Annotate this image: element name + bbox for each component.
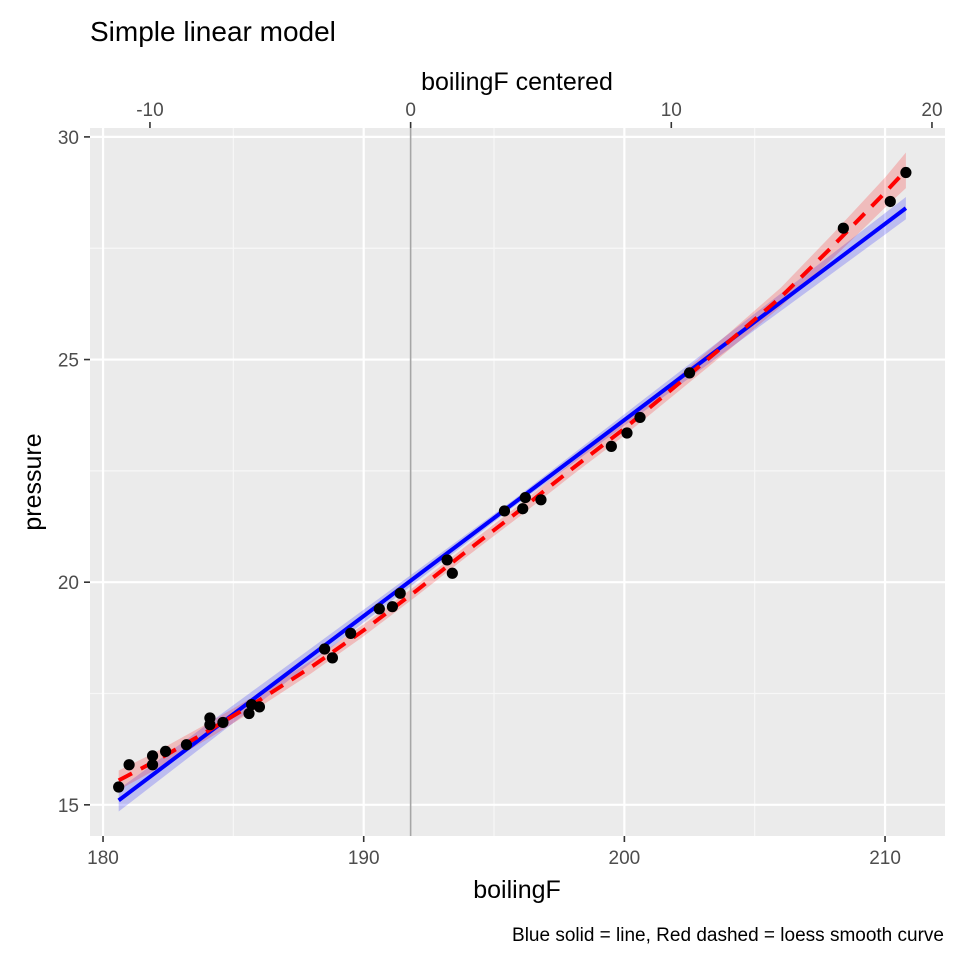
x-tick-label: 210: [869, 848, 901, 869]
data-point: [204, 719, 216, 731]
data-point: [683, 367, 696, 379]
data-point: [123, 759, 135, 771]
data-point: [217, 716, 229, 729]
secondary-x-tick-label: 10: [661, 100, 682, 121]
x-tick-label: 200: [609, 848, 641, 869]
secondary-x-axis: -10 0 10 20: [136, 100, 943, 128]
x-axis: 180 190 200 210: [87, 836, 901, 869]
data-point: [113, 781, 125, 793]
y-axis: 15 20 25 30: [58, 128, 90, 817]
data-point: [326, 652, 339, 664]
data-point: [386, 601, 398, 613]
secondary-x-tick-label: 20: [921, 100, 942, 121]
data-point: [605, 440, 617, 452]
data-point: [837, 222, 849, 234]
data-point: [373, 603, 385, 615]
data-point: [621, 427, 633, 439]
x-tick-label: 180: [87, 848, 119, 869]
x-tick-label: 190: [348, 848, 380, 869]
x-axis-title: boilingF: [473, 876, 561, 904]
data-point: [345, 627, 357, 639]
data-point: [146, 750, 159, 762]
secondary-x-axis-title: boilingF centered: [421, 68, 613, 96]
y-tick-label: 20: [58, 573, 79, 594]
data-point: [441, 554, 453, 566]
y-axis-title: pressure: [19, 433, 47, 530]
data-point: [519, 491, 531, 504]
data-point: [535, 494, 547, 506]
data-point: [394, 587, 406, 599]
data-point: [634, 411, 646, 424]
data-point: [159, 745, 172, 757]
data-point: [253, 701, 266, 713]
data-point: [446, 567, 458, 579]
chart-caption: Blue solid = line, Red dashed = loess sm…: [512, 925, 944, 946]
y-tick-label: 30: [58, 128, 79, 149]
data-points: [113, 166, 912, 793]
chart-title: Simple linear model: [90, 16, 336, 47]
data-point: [243, 707, 255, 720]
y-tick-label: 25: [58, 351, 79, 372]
data-point: [180, 739, 193, 751]
data-point: [498, 505, 511, 517]
data-point: [517, 503, 529, 515]
data-point: [900, 166, 912, 179]
gridlines: [90, 128, 945, 836]
secondary-x-tick-label: -10: [136, 100, 163, 121]
data-point: [146, 759, 159, 771]
data-point: [319, 643, 331, 655]
y-tick-label: 15: [58, 796, 79, 817]
secondary-x-tick-label: 0: [405, 100, 416, 121]
data-point: [884, 195, 896, 208]
